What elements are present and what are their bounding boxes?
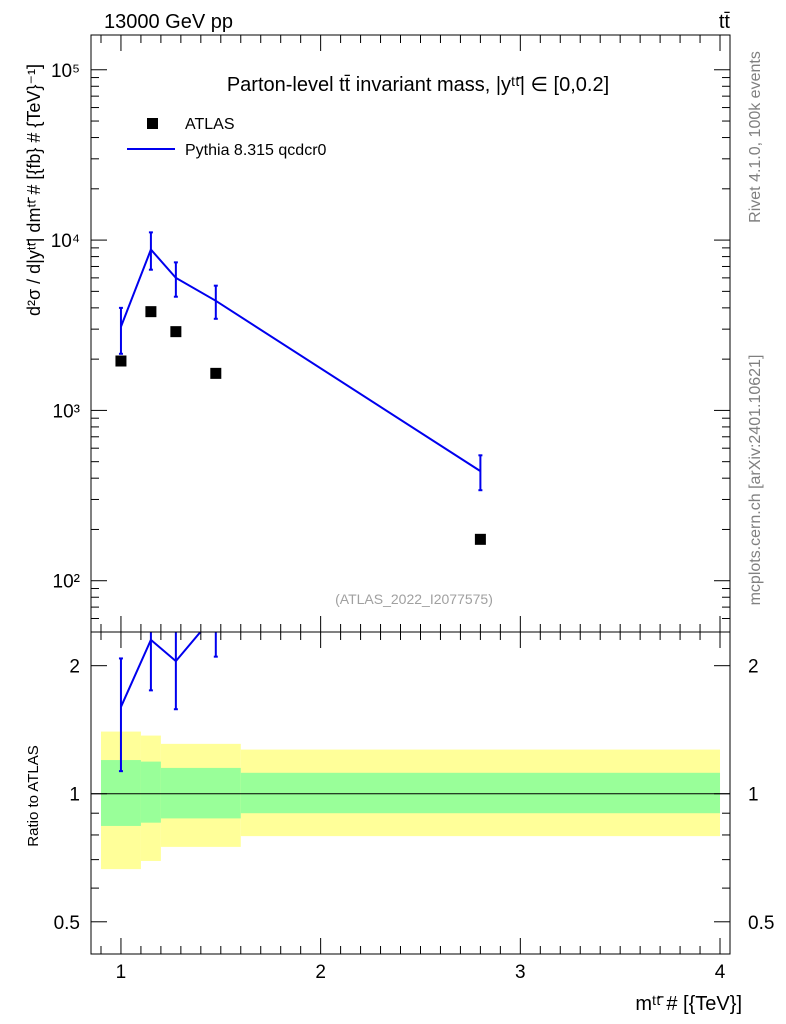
ratio-y-tick-label-right: 0.5 [748, 913, 774, 934]
ratio-plot-content [118, 632, 218, 773]
axis-ticks [91, 35, 730, 954]
x-tick-label: 3 [515, 962, 526, 983]
atlas-data-point [115, 355, 127, 367]
analysis-watermark: (ATLAS_2022_I2077575) [335, 591, 493, 607]
ratio-y-tick-label-right: 1 [748, 785, 759, 806]
ratio-y-tick-label-left: 1 [69, 785, 80, 806]
main-y-tick-label: 10⁵ [51, 61, 80, 82]
atlas-data-point [170, 326, 182, 338]
x-axis-label: mᵗᵗ̄ # [{TeV}] [635, 993, 742, 1015]
x-tick-label: 4 [715, 962, 726, 983]
main-y-axis-label: d²σ / d|yᵗᵗ̄| dmᵗᵗ̄ # [{fb} # {TeV}⁻¹] [24, 64, 44, 316]
main-plot-content [115, 231, 486, 545]
ratio-band-inner [240, 772, 721, 814]
ratio-frame [90, 631, 731, 955]
main-y-tick-label: 10⁴ [51, 231, 80, 252]
source-label: mcplots.cern.ch [arXiv:2401.10621] [747, 355, 764, 606]
legend-atlas-marker [147, 118, 158, 129]
atlas-data-point [210, 367, 222, 379]
ratio-y-tick-label-left: 2 [69, 657, 80, 678]
atlas-data-point [474, 533, 486, 545]
ratio-band-inner [140, 761, 161, 823]
ratio-y-tick-label-left: 0.5 [54, 913, 80, 934]
tick-labels: 10² 10³ 10⁴ 10⁵ 0.5 0.5 1 1 2 2 1 2 3 4 [51, 61, 775, 983]
energy-label: 13000 GeV pp [104, 11, 233, 33]
main-y-tick-label: 10³ [53, 401, 80, 422]
rivet-label: Rivet 4.1.0, 100k events [747, 51, 764, 223]
x-tick-label: 2 [315, 962, 326, 983]
legend-pythia-label: Pythia 8.315 qcdcr0 [185, 142, 327, 159]
legend: ATLAS Pythia 8.315 qcdcr0 [127, 116, 327, 159]
ratio-pythia-line [120, 632, 202, 708]
main-y-tick-label: 10² [53, 572, 80, 593]
plot-title: Parton-level tt̄ invariant mass, |yᵗᵗ̄| … [227, 74, 609, 96]
ratio-uncertainty-bands [100, 731, 721, 870]
legend-atlas-label: ATLAS [185, 116, 235, 133]
ratio-y-tick-label-right: 2 [748, 657, 759, 678]
atlas-data-point [145, 306, 157, 318]
x-tick-label: 1 [116, 962, 127, 983]
ratio-band-inner [160, 767, 241, 819]
ratio-y-axis-label: Ratio to ATLAS [25, 745, 42, 846]
process-label: tt̄ [719, 11, 731, 33]
